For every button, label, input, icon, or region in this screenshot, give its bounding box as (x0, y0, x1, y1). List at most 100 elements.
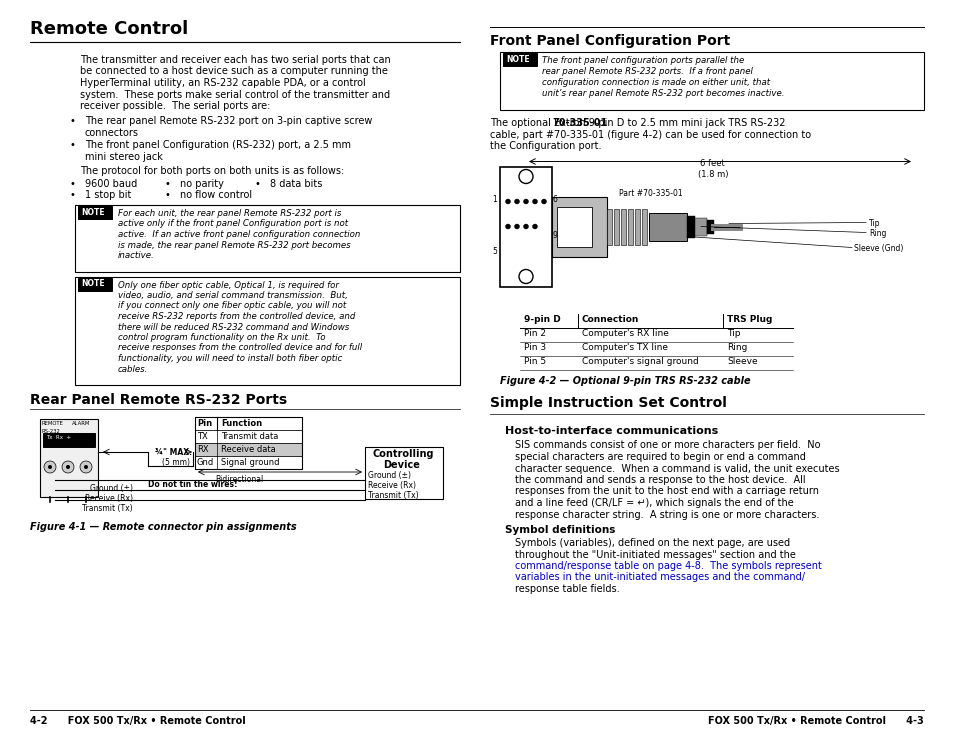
Text: response table fields.: response table fields. (515, 584, 619, 594)
Text: ¾" MAX.: ¾" MAX. (154, 448, 192, 457)
Text: •: • (70, 190, 76, 201)
Text: 9600 baud: 9600 baud (85, 179, 137, 189)
Text: Function: Function (221, 419, 262, 428)
Circle shape (48, 465, 52, 469)
Text: character sequence.  When a command is valid, the unit executes: character sequence. When a command is va… (515, 463, 839, 474)
Text: video, audio, and serial command transmission.  But,: video, audio, and serial command transmi… (118, 291, 348, 300)
Text: mini stereo jack: mini stereo jack (85, 152, 163, 162)
Text: there will be reduced RS-232 command and Windows: there will be reduced RS-232 command and… (118, 323, 349, 331)
Bar (365, 447, 442, 499)
Text: Only one fiber optic cable, Optical 1, is required for: Only one fiber optic cable, Optical 1, i… (118, 280, 338, 289)
Text: 1 stop bit: 1 stop bit (85, 190, 132, 201)
Text: •: • (165, 179, 171, 189)
Circle shape (62, 461, 74, 473)
Bar (78, 206, 112, 219)
Text: 5: 5 (492, 246, 497, 255)
Circle shape (518, 170, 533, 184)
Text: •: • (70, 140, 76, 151)
Bar (78, 277, 112, 291)
Text: inactive.: inactive. (118, 251, 154, 260)
Text: 1: 1 (492, 195, 497, 204)
Text: Host-to-interface communications: Host-to-interface communications (504, 427, 718, 436)
Text: RS-232: RS-232 (42, 429, 61, 434)
Text: Ring: Ring (726, 343, 746, 353)
Bar (194, 417, 302, 469)
Text: The rear panel Remote RS-232 port on 3-pin captive screw: The rear panel Remote RS-232 port on 3-p… (85, 117, 372, 126)
Text: Transmit (Tx): Transmit (Tx) (82, 504, 132, 513)
Text: special characters are required to begin or end a command: special characters are required to begin… (515, 452, 805, 462)
Text: HyperTerminal utility, an RS-232 capable PDA, or a control: HyperTerminal utility, an RS-232 capable… (80, 78, 365, 88)
Text: 6 feet: 6 feet (700, 159, 724, 168)
Text: Ground (±): Ground (±) (368, 471, 411, 480)
Text: receive RS-232 reports from the controlled device, and: receive RS-232 reports from the controll… (118, 312, 355, 321)
Text: The protocol for both ports on both units is as follows:: The protocol for both ports on both unit… (80, 167, 344, 176)
Text: Pin 3: Pin 3 (523, 343, 545, 353)
Text: The front panel Configuration (RS-232) port, a 2.5 mm: The front panel Configuration (RS-232) p… (85, 140, 351, 151)
Circle shape (541, 199, 546, 204)
Text: configuration connection is made on either unit, that: configuration connection is made on eith… (541, 78, 769, 87)
Text: Tip: Tip (868, 219, 880, 229)
Text: system.  These ports make serial control of the transmitter and: system. These ports make serial control … (80, 89, 390, 100)
Bar (552, 196, 606, 257)
Text: the command and sends a response to the host device.  All: the command and sends a response to the … (515, 475, 804, 485)
Text: Symbol definitions: Symbol definitions (504, 525, 615, 535)
Text: response character string.  A string is one or more characters.: response character string. A string is o… (515, 509, 819, 520)
Text: Symbols (variables), defined on the next page, are used: Symbols (variables), defined on the next… (515, 538, 789, 548)
Text: Figure 4-1 — Remote connector pin assignments: Figure 4-1 — Remote connector pin assign… (30, 522, 296, 532)
Bar (686, 215, 695, 238)
Text: •: • (70, 179, 76, 189)
Text: Receive (Rx): Receive (Rx) (85, 494, 132, 503)
Circle shape (84, 465, 88, 469)
Text: and a line feed (CR/LF = ↵), which signals the end of the: and a line feed (CR/LF = ↵), which signa… (515, 498, 793, 508)
Text: Sleeve (Gnd): Sleeve (Gnd) (853, 244, 902, 253)
Circle shape (514, 199, 519, 204)
Text: The transmitter and receiver each has two serial ports that can: The transmitter and receiver each has tw… (80, 55, 391, 65)
Text: throughout the "Unit-initiated messages" section and the: throughout the "Unit-initiated messages"… (515, 550, 795, 559)
Text: is made, the rear panel Remote RS-232 port becomes: is made, the rear panel Remote RS-232 po… (118, 241, 351, 249)
Text: be connected to a host device such as a computer running the: be connected to a host device such as a … (80, 66, 388, 77)
Bar (75, 205, 459, 272)
Text: The optional Extron 9-pin D to 2.5 mm mini jack TRS RS-232: The optional Extron 9-pin D to 2.5 mm mi… (490, 118, 784, 128)
Bar (722, 314, 792, 328)
Text: Controlling: Controlling (373, 449, 434, 459)
Circle shape (523, 224, 528, 229)
Text: 8 data bits: 8 data bits (270, 179, 322, 189)
Circle shape (505, 199, 510, 204)
Bar (606, 209, 612, 244)
Circle shape (505, 224, 510, 229)
Text: Signal ground: Signal ground (221, 458, 279, 467)
Bar (194, 417, 302, 430)
Bar (499, 52, 923, 110)
Text: 6: 6 (553, 195, 558, 204)
Text: Pin 2: Pin 2 (523, 329, 545, 339)
Bar (578, 314, 722, 328)
Text: no parity: no parity (180, 179, 224, 189)
Text: RX: RX (196, 445, 209, 454)
Text: Transmit data: Transmit data (221, 432, 278, 441)
Text: Front Panel Configuration Port: Front Panel Configuration Port (490, 34, 729, 48)
Bar (499, 167, 552, 286)
Text: active only if the front panel Configuration port is not: active only if the front panel Configura… (118, 219, 348, 229)
Bar (194, 430, 302, 443)
Bar (40, 419, 98, 497)
Circle shape (44, 461, 56, 473)
Text: Do not tin the wires!: Do not tin the wires! (148, 480, 237, 489)
Text: Receive (Rx): Receive (Rx) (368, 481, 416, 490)
Text: receiver possible.  The serial ports are:: receiver possible. The serial ports are: (80, 101, 270, 111)
Text: Part #70-335-01: Part #70-335-01 (618, 188, 682, 198)
Text: •: • (165, 190, 171, 201)
Text: 9-pin D: 9-pin D (523, 316, 560, 325)
Text: NOTE: NOTE (505, 55, 529, 64)
Bar (706, 219, 713, 233)
Text: Simple Instruction Set Control: Simple Instruction Set Control (490, 396, 726, 410)
Text: Tx  Rx  +: Tx Rx + (46, 435, 71, 440)
Bar (648, 213, 686, 241)
Text: Pin 5: Pin 5 (523, 357, 545, 367)
Text: ALARM: ALARM (71, 421, 91, 426)
Bar (519, 314, 578, 328)
Text: Tip: Tip (726, 329, 740, 339)
Text: Receive data: Receive data (221, 445, 275, 454)
Text: NOTE: NOTE (81, 208, 105, 217)
Bar (43, 433, 95, 447)
Text: no flow control: no flow control (180, 190, 252, 201)
